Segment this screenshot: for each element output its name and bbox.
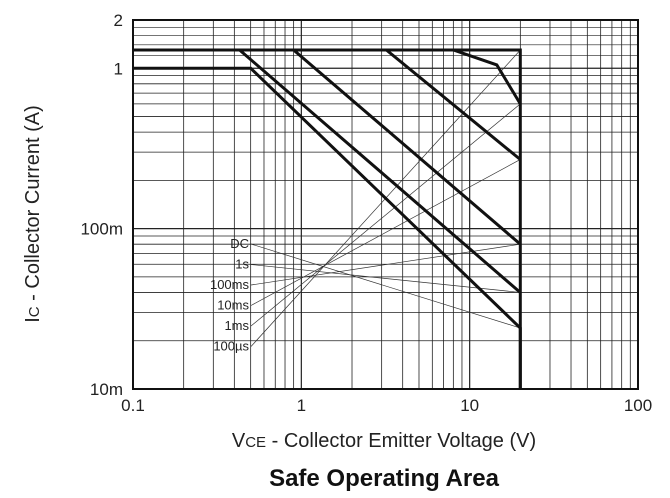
y-tick-label-1: 100m xyxy=(80,220,123,239)
x-axis-label: VCE - Collector Emitter Voltage (V) xyxy=(232,430,536,452)
legend-leader-1 xyxy=(250,264,521,293)
legend-leader-0 xyxy=(250,243,521,329)
legend: DC 1s 100ms 10ms 1ms 100µs xyxy=(210,236,250,354)
x-tick-label-3: 100 xyxy=(624,396,652,415)
x-tick-labels: 0.1 1 10 100 xyxy=(121,396,652,415)
legend-label-5: 100µs xyxy=(213,339,249,354)
series-line-5 xyxy=(453,48,522,389)
legend-leader-3 xyxy=(250,159,521,306)
y-tick-labels: 10m 100m 1 2 xyxy=(80,11,123,399)
y-tick-label-2: 1 xyxy=(114,59,123,78)
x-tick-label-2: 10 xyxy=(460,396,479,415)
legend-label-2: 100ms xyxy=(210,277,250,292)
y-tick-label-0: 10m xyxy=(90,380,123,399)
legend-leader-2 xyxy=(250,243,521,286)
x-tick-label-0: 0.1 xyxy=(121,396,145,415)
x-tick-label-1: 1 xyxy=(297,396,306,415)
series-line-4 xyxy=(386,48,522,105)
y-axis-label: IC - Collector Current (A) xyxy=(22,105,44,323)
series-line-2 xyxy=(239,48,522,246)
y-tick-label-3: 2 xyxy=(114,11,123,30)
legend-label-3: 10ms xyxy=(217,298,249,313)
legend-label-0: DC xyxy=(230,236,249,251)
legend-label-4: 1ms xyxy=(224,318,249,333)
chart-title: Safe Operating Area xyxy=(269,465,500,492)
legend-label-1: 1s xyxy=(235,257,249,272)
legend-leader-4 xyxy=(250,103,521,327)
plot-frame xyxy=(132,19,639,390)
grid xyxy=(132,19,638,390)
series-lines xyxy=(133,48,522,389)
